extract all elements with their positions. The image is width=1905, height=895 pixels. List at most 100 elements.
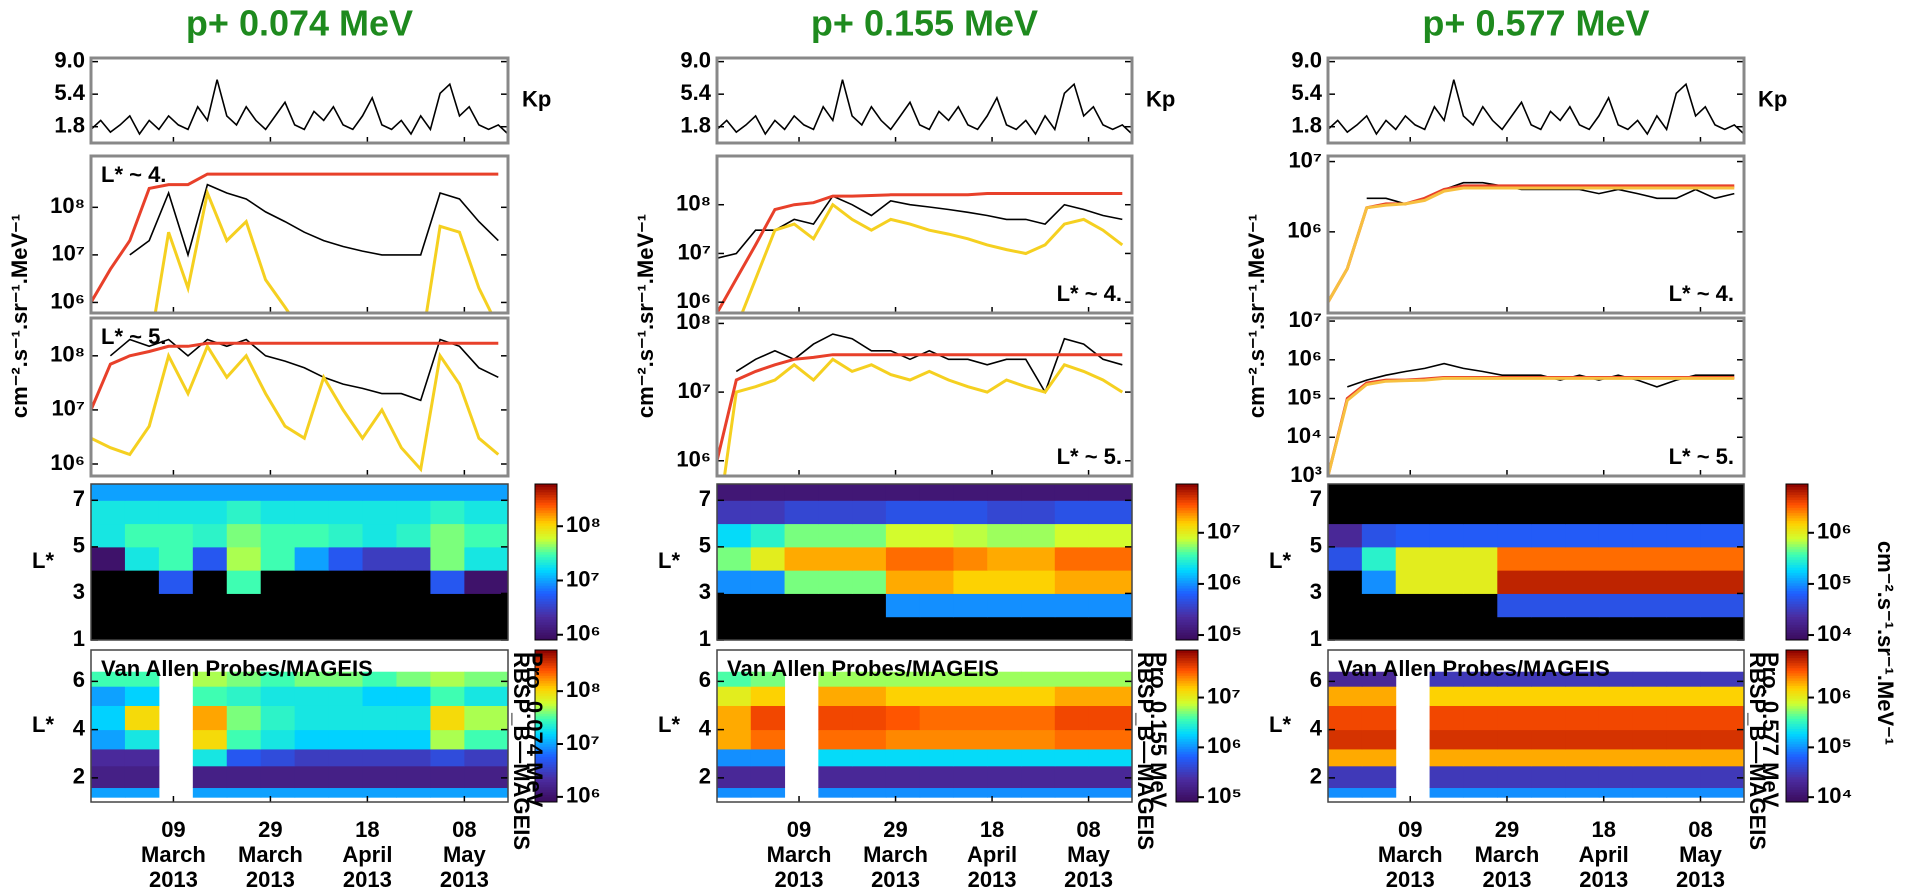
- colorbar-slice: [1176, 705, 1198, 709]
- y-tick-label: 5.4: [1291, 80, 1322, 105]
- colorbar-slice: [1786, 746, 1808, 750]
- heatmap-cell: [1497, 616, 1532, 640]
- heatmap-cell: [1054, 671, 1090, 687]
- heatmap-cell: [818, 686, 853, 706]
- colorbar-slice: [1786, 614, 1808, 618]
- heatmap-cell: [464, 765, 508, 789]
- y-tick-label: 2: [73, 764, 85, 789]
- heatmap-cell: [784, 616, 819, 640]
- heatmap-cell: [430, 765, 465, 789]
- heatmap-cell: [885, 765, 921, 789]
- heatmap-cell: [717, 705, 752, 731]
- colorbar-slice: [535, 559, 557, 563]
- heatmap-cell: [91, 570, 126, 594]
- colorbar-slice: [1786, 504, 1808, 508]
- heatmap-cell: [885, 729, 921, 750]
- colorbar-slice: [1786, 743, 1808, 747]
- heatmap-cell: [294, 546, 330, 571]
- heatmap-cell: [1565, 570, 1600, 594]
- colorbar-slice: [1176, 484, 1198, 488]
- heatmap-cell: [750, 570, 786, 594]
- y-tick-label: 10⁶: [50, 450, 85, 475]
- heatmap-cell: [1395, 616, 1431, 640]
- y-tick-label: 10⁵: [1287, 384, 1322, 409]
- heatmap-cell: [1531, 593, 1566, 618]
- colorbar-slice: [1176, 667, 1198, 671]
- heatmap-cell: [885, 546, 921, 571]
- colorbar-slice: [1176, 693, 1198, 697]
- heatmap-cell: [1463, 765, 1498, 789]
- x-tick-label: 29: [1495, 817, 1519, 842]
- heatmap-cell: [91, 523, 126, 548]
- colorbar-slice: [1786, 569, 1808, 573]
- colorbar-slice: [1176, 499, 1198, 503]
- heatmap-cell: [1328, 671, 1363, 687]
- colorbar-slice: [535, 665, 557, 669]
- colorbar-slice: [1786, 598, 1808, 602]
- heatmap-cell: [124, 787, 160, 798]
- colorbar-slice: [1176, 569, 1198, 573]
- heatmap-cell: [1361, 500, 1397, 525]
- panel-label: Salammbô: [1338, 610, 1449, 635]
- heatmap-cell: [430, 500, 465, 525]
- colorbar-slice: [535, 733, 557, 737]
- heatmap-cell: [328, 686, 364, 706]
- colorbar-slice: [1786, 577, 1808, 581]
- colorbar-slice: [1176, 774, 1198, 778]
- y-tick-label: 2: [699, 764, 711, 789]
- colorbar-slice: [535, 738, 557, 742]
- heatmap-cell: [818, 729, 853, 750]
- annotation: L* ~ 4.: [1057, 281, 1122, 306]
- x-tick-label: 2013: [968, 867, 1017, 892]
- heatmap-cell: [260, 546, 296, 571]
- colorbar-slice: [1176, 736, 1198, 740]
- heatmap-cell: [885, 593, 921, 618]
- colorbar-slice: [1786, 766, 1808, 770]
- heatmap-cell: [1666, 787, 1701, 798]
- heatmap-cell: [987, 484, 1022, 501]
- heatmap-cell: [1088, 500, 1132, 525]
- heatmap-cell: [91, 729, 126, 750]
- heatmap-cell: [852, 593, 887, 618]
- heatmap-cell: [919, 765, 954, 789]
- heatmap-cell: [124, 748, 160, 767]
- colorbar-slice: [1176, 486, 1198, 490]
- heatmap-cell: [1666, 570, 1701, 594]
- colorbar-slice: [1786, 632, 1808, 636]
- y-tick-label: 4: [1310, 715, 1323, 740]
- heatmap-cell: [362, 616, 397, 640]
- heatmap-cell: [1463, 484, 1498, 501]
- y-tick-label: 10⁶: [1287, 346, 1322, 371]
- heatmap-cell: [1666, 593, 1701, 618]
- y-tick-label: 10³: [1290, 462, 1322, 487]
- heatmap-cell: [226, 787, 262, 798]
- colorbar-slice: [1176, 776, 1198, 780]
- colorbar-slice: [535, 632, 557, 636]
- colorbar-unit-label: cm⁻².s⁻¹.sr⁻¹.MeV⁻¹: [1873, 541, 1898, 745]
- colorbar-slice: [535, 728, 557, 732]
- heatmap-cell: [1088, 729, 1132, 750]
- y-tick-label: 10⁶: [676, 447, 711, 472]
- colorbar-slice: [535, 685, 557, 689]
- heatmap-cell: [953, 523, 988, 548]
- colorbar-slice: [1176, 637, 1198, 641]
- colorbar-slice: [1786, 779, 1808, 783]
- colorbar-slice: [1786, 629, 1808, 633]
- colorbar-slice: [1786, 530, 1808, 534]
- heatmap-cell: [362, 570, 397, 594]
- heatmap-cell: [987, 500, 1022, 525]
- heatmap-cell: [1088, 484, 1132, 501]
- heatmap-cell: [1429, 671, 1464, 687]
- heatmap-cell: [464, 523, 508, 548]
- heatmap-cell: [260, 484, 296, 501]
- heatmap-cell: [1361, 593, 1397, 618]
- heatmap-cell: [260, 729, 296, 750]
- heatmap-cell: [852, 705, 887, 731]
- heatmap-cell: [987, 686, 1022, 706]
- colorbar-slice: [1176, 657, 1198, 661]
- colorbar-slice: [1786, 710, 1808, 714]
- heatmap-cell: [1429, 748, 1464, 767]
- y-tick-label: 10⁶: [50, 288, 85, 313]
- heatmap-cell: [91, 546, 126, 571]
- colorbar-slice: [1786, 786, 1808, 790]
